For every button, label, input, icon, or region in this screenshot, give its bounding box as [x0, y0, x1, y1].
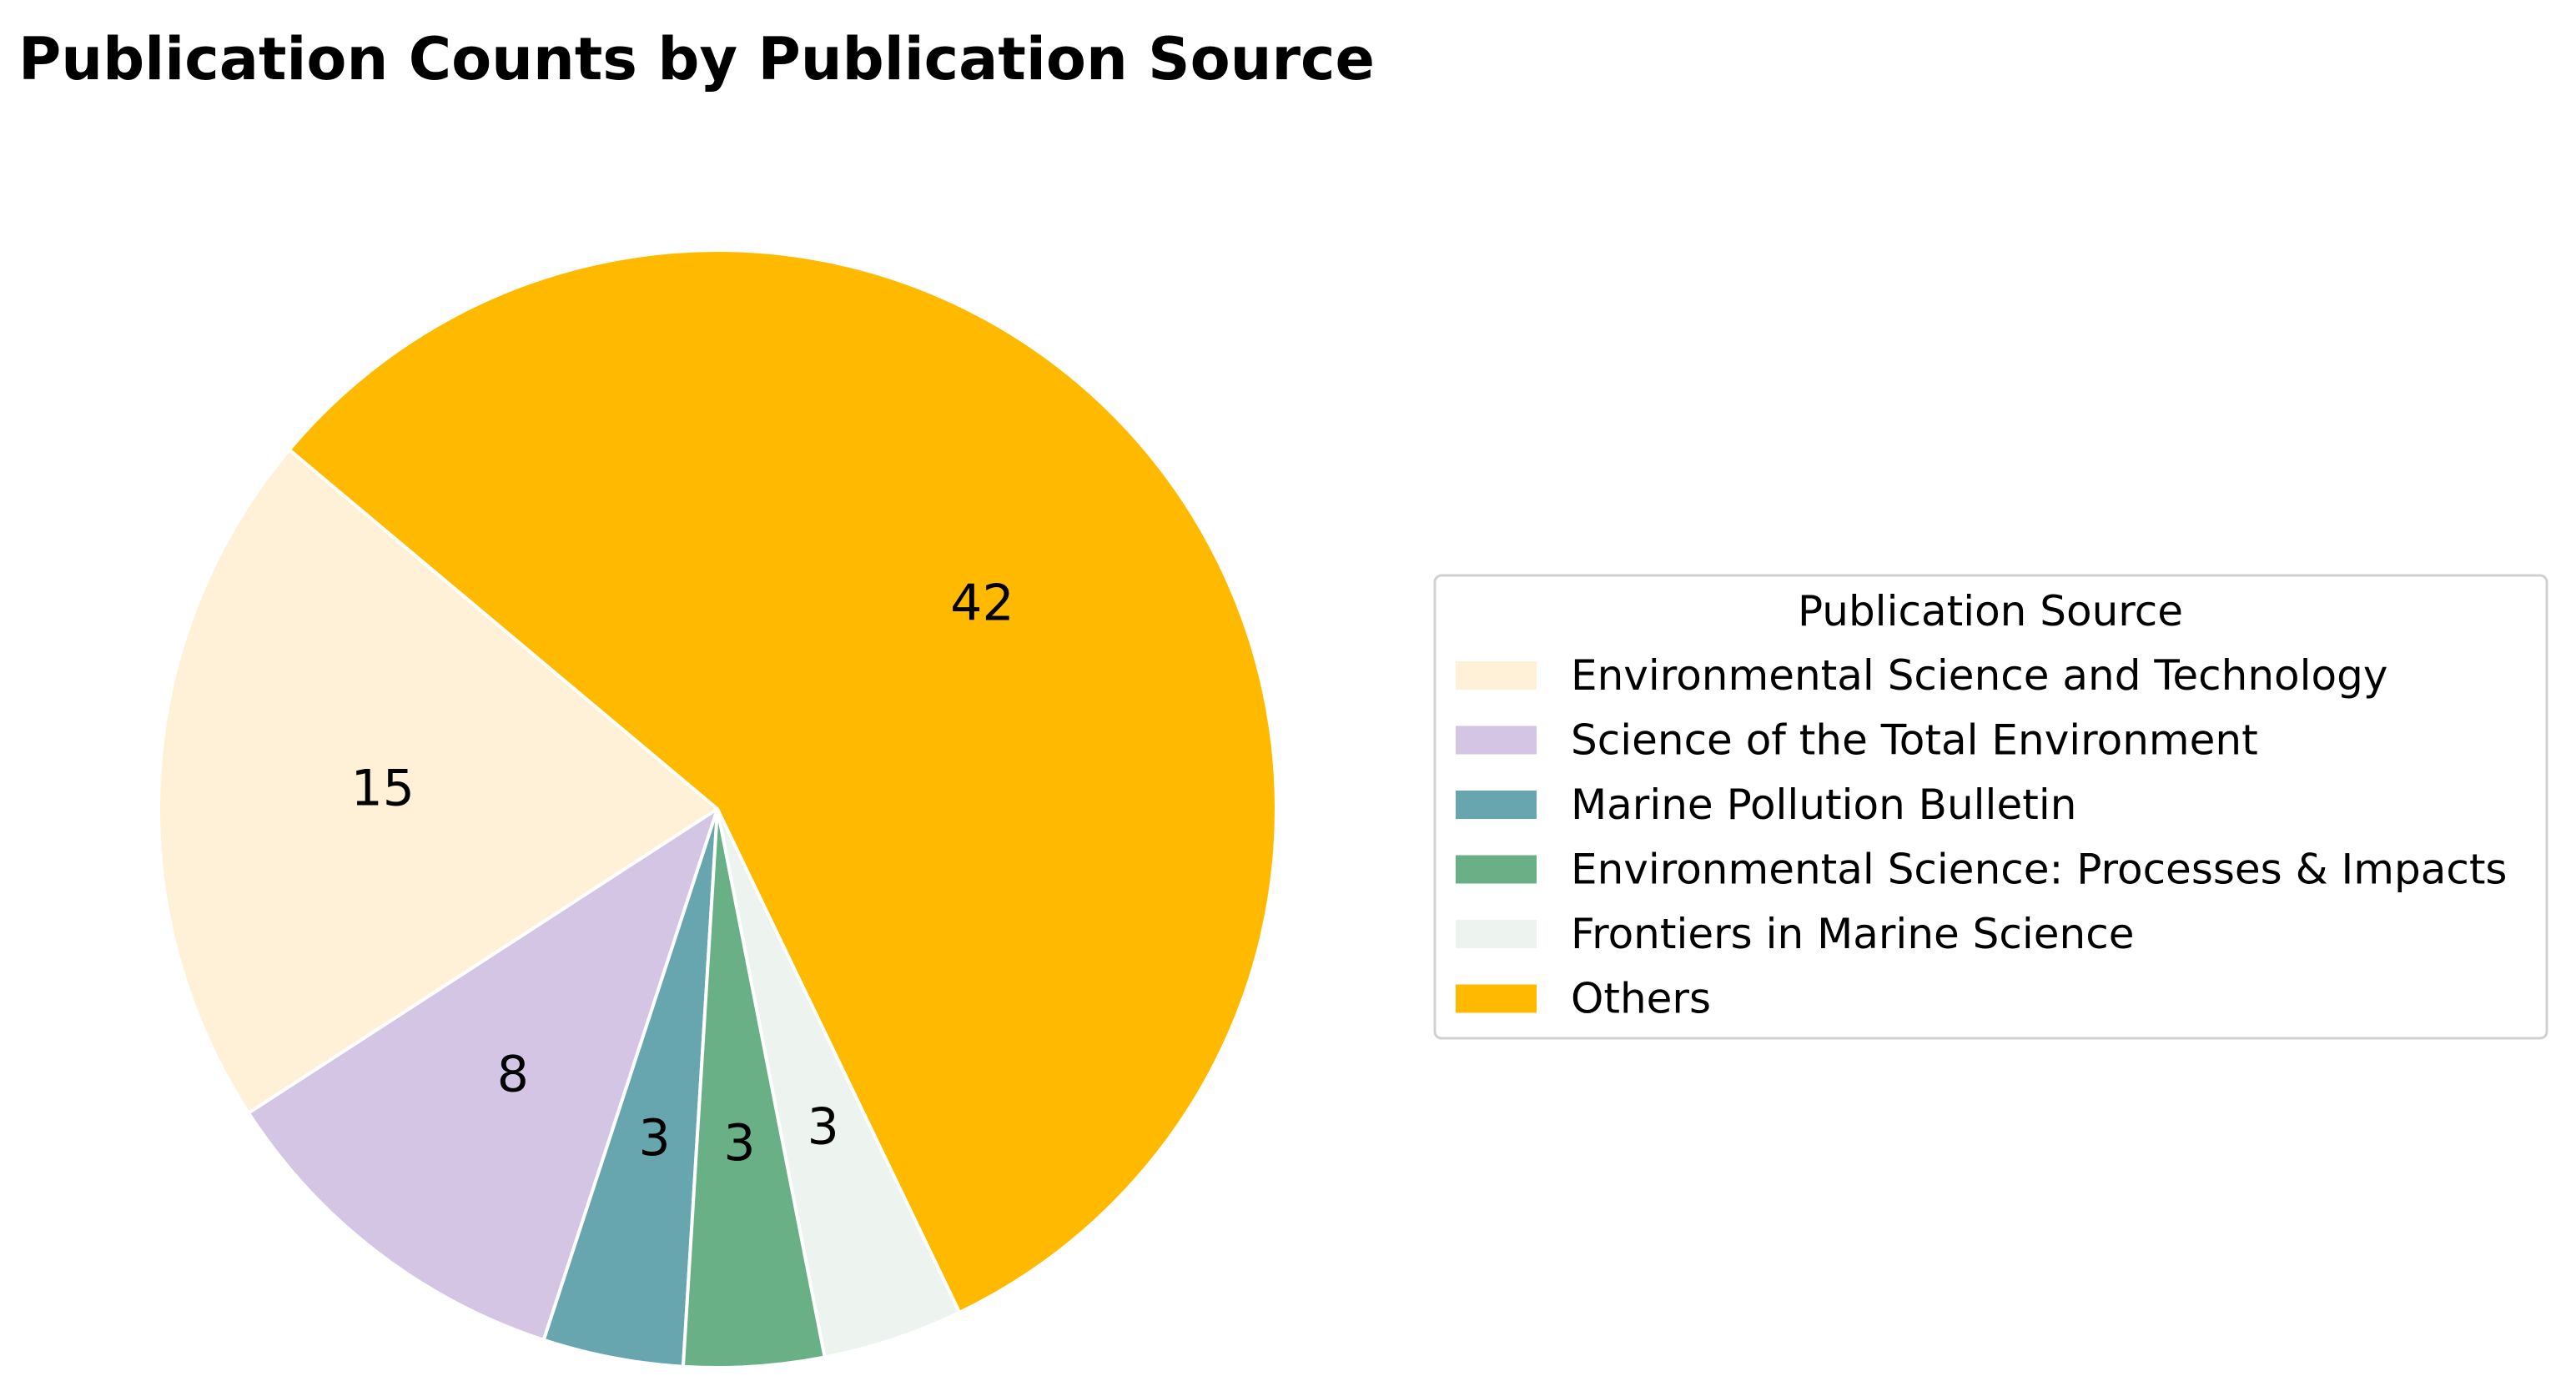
legend-swatch — [1456, 984, 1537, 1013]
legend-label: Environmental Science: Processes & Impac… — [1571, 846, 2508, 894]
legend-swatch — [1456, 920, 1537, 948]
legend-label: Marine Pollution Bulletin — [1571, 781, 2076, 829]
legend: Publication Source Environmental Science… — [1433, 574, 2548, 1040]
legend-label: Others — [1571, 975, 1711, 1023]
slice-value-label: 42 — [950, 574, 1014, 632]
pie-slice-environmental-science-and-technology — [157, 448, 719, 1115]
legend-label: Environmental Science and Technology — [1571, 651, 2387, 700]
legend-swatch — [1456, 726, 1537, 755]
slice-value-label: 15 — [351, 759, 415, 817]
slice-value-label: 3 — [639, 1109, 671, 1168]
legend-title: Publication Source — [1798, 587, 2183, 635]
legend-swatch — [1456, 661, 1537, 690]
legend-items: Environmental Science and Technology Scie… — [1456, 651, 2508, 1023]
pie-slice-others — [287, 249, 1278, 1314]
slice-value-label: 3 — [808, 1098, 839, 1157]
slice-value-label: 3 — [723, 1114, 755, 1173]
pie-slice-science-of-the-total-environment — [246, 807, 719, 1342]
pie-slices — [157, 249, 1278, 1369]
legend-swatch — [1456, 791, 1537, 819]
chart-title: Publication Counts by Publication Source — [18, 25, 1375, 93]
legend-frame — [1433, 574, 2548, 1040]
slice-value-label: 8 — [497, 1046, 529, 1104]
legend-label: Science of the Total Environment — [1571, 716, 2258, 765]
legend-swatch — [1456, 855, 1537, 884]
legend-label: Frontiers in Marine Science — [1571, 910, 2135, 958]
